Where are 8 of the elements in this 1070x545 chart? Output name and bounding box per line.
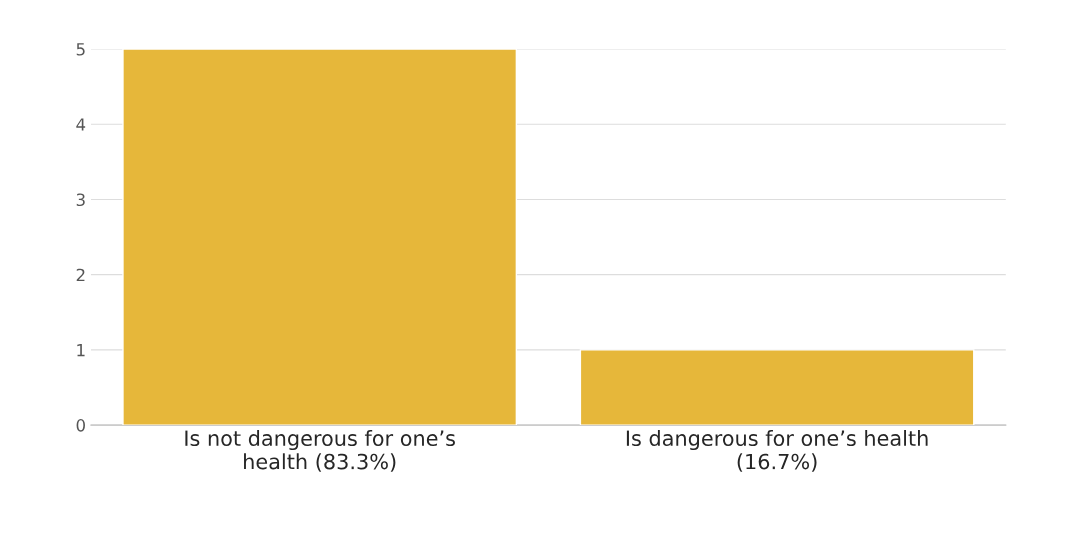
- y-tick-label: 4: [76, 118, 86, 131]
- y-tick-label: 0: [76, 419, 85, 432]
- x-tick-label: Is dangerous for one’s health (16.7%): [626, 429, 928, 472]
- x-tick-label: Is not dangerous for one’s health (83.3%): [185, 429, 455, 472]
- y-tick-label: 5: [76, 43, 85, 56]
- y-tick-label: 3: [76, 193, 85, 207]
- y-tick-label: 2: [76, 268, 85, 282]
- y-tick-label: 1: [77, 344, 85, 357]
